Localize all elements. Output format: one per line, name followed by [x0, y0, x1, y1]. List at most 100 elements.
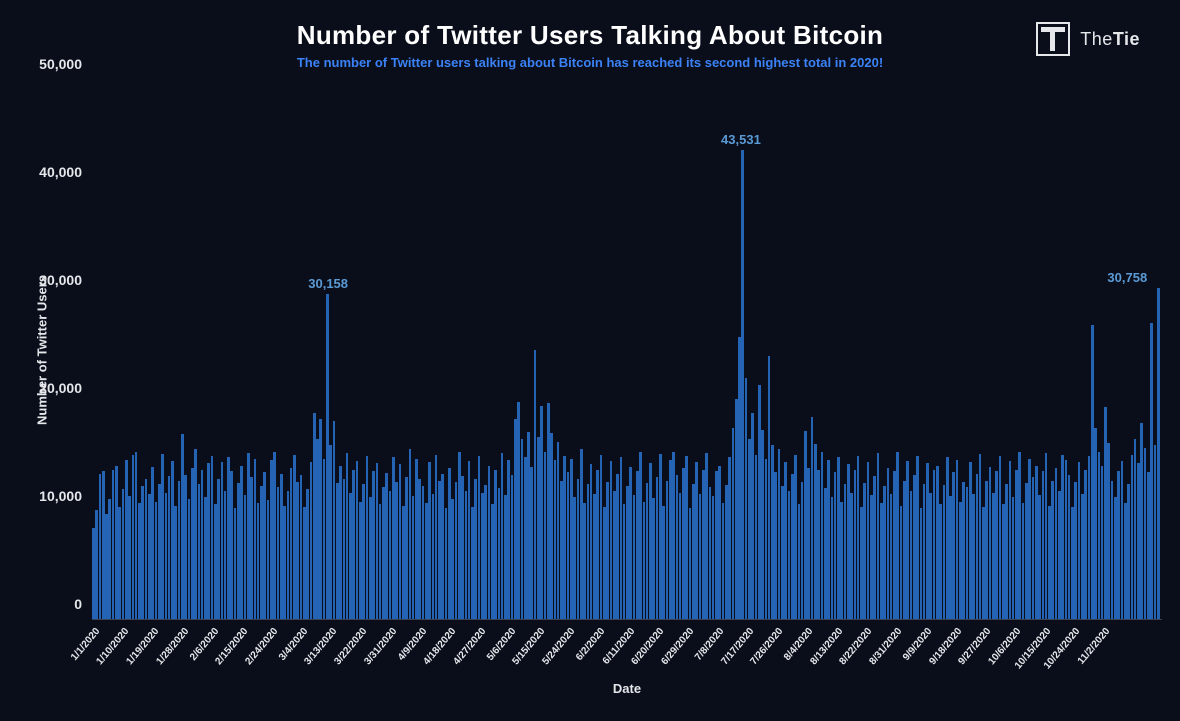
- bar: [405, 477, 408, 620]
- bar: [906, 461, 909, 620]
- bar: [198, 484, 201, 620]
- bar: [718, 466, 721, 620]
- bar: [1078, 462, 1081, 620]
- bar: [263, 472, 266, 620]
- bar: [303, 507, 306, 620]
- bar: [507, 460, 510, 620]
- bar: [616, 474, 619, 620]
- bar: [709, 487, 712, 620]
- bar: [794, 455, 797, 620]
- bar: [976, 474, 979, 620]
- bar: [629, 467, 632, 620]
- bar: [1009, 461, 1012, 620]
- bar: [972, 494, 975, 620]
- bar: [1117, 471, 1120, 620]
- bar: [1088, 456, 1091, 620]
- bar: [204, 497, 207, 620]
- bar: [1022, 503, 1025, 620]
- bar: [784, 462, 787, 620]
- bar: [168, 476, 171, 620]
- bar: [138, 503, 141, 620]
- bar: [227, 457, 230, 620]
- bar: [959, 502, 962, 620]
- bar: [702, 470, 705, 620]
- bar: [300, 475, 303, 620]
- bar: [745, 378, 748, 620]
- x-axis: Date 1/1/20201/10/20201/19/20201/28/2020…: [92, 620, 1162, 690]
- bar: [428, 462, 431, 620]
- bar: [620, 457, 623, 620]
- bar: [250, 477, 253, 620]
- bar: [814, 444, 817, 620]
- bar: [705, 453, 708, 620]
- bar: [504, 495, 507, 620]
- bar: [310, 462, 313, 620]
- bar: [936, 466, 939, 620]
- bar: [870, 495, 873, 620]
- bar: [132, 455, 135, 620]
- y-tick: 20,000: [39, 380, 82, 396]
- bar: [474, 479, 477, 620]
- bar: [788, 491, 791, 620]
- bar: [685, 456, 688, 620]
- bar: [827, 460, 830, 620]
- callout-label: 30,158: [308, 276, 348, 291]
- y-tick: 30,000: [39, 272, 82, 288]
- bar: [1124, 503, 1127, 620]
- bar: [1005, 484, 1008, 620]
- bar: [372, 471, 375, 620]
- callout-label: 43,531: [721, 132, 761, 147]
- bar: [1018, 452, 1021, 620]
- bar: [636, 471, 639, 620]
- bar: [999, 456, 1002, 620]
- bar: [184, 475, 187, 620]
- bar: [817, 470, 820, 620]
- bar: [659, 454, 662, 620]
- bar: [883, 486, 886, 620]
- bar: [432, 494, 435, 620]
- x-axis-label: Date: [613, 681, 641, 696]
- bar: [939, 504, 942, 620]
- bar: [613, 491, 616, 620]
- brand-name-bold: Tie: [1113, 29, 1140, 49]
- bar: [962, 482, 965, 620]
- bar: [587, 484, 590, 620]
- bar: [1094, 428, 1097, 620]
- bar: [247, 453, 250, 620]
- bar: [270, 460, 273, 620]
- bar: [540, 406, 543, 620]
- bar: [445, 508, 448, 620]
- bar: [877, 453, 880, 620]
- bar: [356, 461, 359, 620]
- bar: [1140, 423, 1143, 620]
- bar: [570, 459, 573, 620]
- bar: [554, 460, 557, 620]
- bar: [425, 503, 428, 620]
- bar: [979, 454, 982, 620]
- bar: [1015, 470, 1018, 620]
- bar: [1081, 494, 1084, 620]
- y-tick: 0: [74, 596, 82, 612]
- bar: [910, 491, 913, 620]
- bar: [125, 460, 128, 620]
- bar: [844, 484, 847, 620]
- bar: [804, 431, 807, 620]
- bar: [280, 474, 283, 620]
- bar: [1154, 445, 1157, 620]
- bar: [484, 485, 487, 620]
- y-axis: 010,00020,00030,00040,00050,000: [30, 80, 90, 620]
- bar: [151, 467, 154, 620]
- bar: [102, 471, 105, 620]
- bar: [273, 452, 276, 620]
- bar: [590, 464, 593, 620]
- bar: [165, 493, 168, 620]
- bar: [319, 419, 322, 620]
- bar: [537, 437, 540, 620]
- bar: [194, 449, 197, 620]
- bar: [741, 150, 744, 620]
- bar: [422, 486, 425, 620]
- bar: [652, 498, 655, 620]
- bar: [389, 491, 392, 620]
- bar: [366, 456, 369, 620]
- bar: [761, 430, 764, 620]
